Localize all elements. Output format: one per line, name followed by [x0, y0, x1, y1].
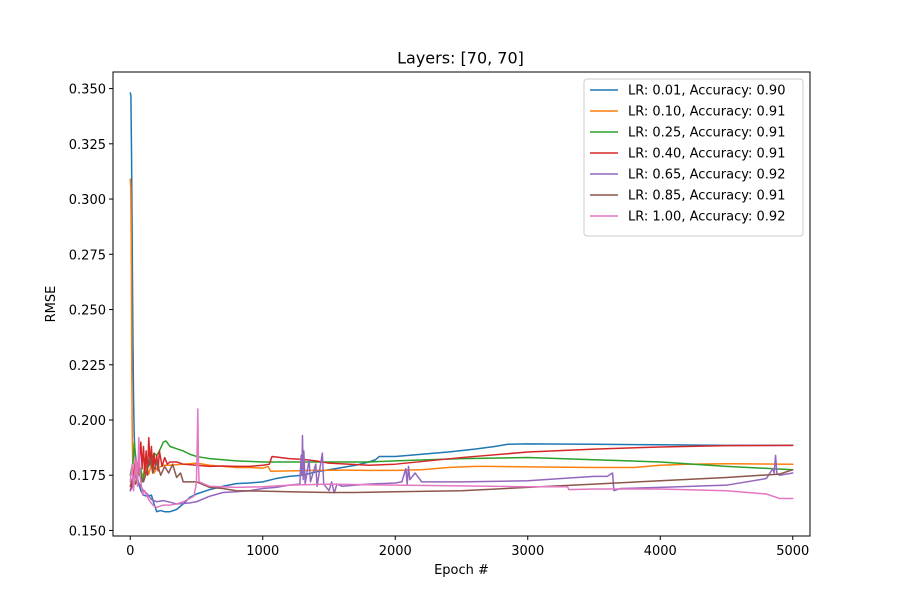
x-tick-label: 5000 — [776, 544, 809, 559]
y-tick-label: 0.325 — [69, 138, 106, 153]
legend: LR: 0.01, Accuracy: 0.90 LR: 0.10, Accura… — [583, 78, 804, 237]
x-tick-label: 1000 — [246, 544, 279, 559]
y-tick-label: 0.175 — [69, 469, 106, 484]
legend-label: LR: 0.65, Accuracy: 0.92 — [628, 168, 785, 183]
chart-title: Layers: [70, 70] — [397, 49, 524, 68]
legend-label: LR: 0.01, Accuracy: 0.90 — [628, 84, 785, 99]
legend-label: LR: 0.25, Accuracy: 0.91 — [628, 126, 785, 141]
legend-label: LR: 1.00, Accuracy: 0.92 — [628, 210, 785, 225]
y-tick-label: 0.200 — [69, 414, 106, 429]
y-tick-label: 0.300 — [69, 193, 106, 208]
plot-frame — [112, 71, 811, 537]
x-axis-label: Epoch # — [434, 563, 489, 578]
series-line-5 — [129, 456, 794, 494]
plot-area — [112, 71, 811, 537]
x-tick-label: 0 — [126, 544, 134, 559]
legend-label: LR: 0.85, Accuracy: 0.91 — [628, 189, 785, 204]
legend-box — [583, 78, 804, 237]
legend-label: LR: 0.40, Accuracy: 0.91 — [628, 147, 785, 162]
x-tick-label: 4000 — [644, 544, 677, 559]
series-line-6 — [129, 408, 794, 509]
series-line-3 — [129, 436, 794, 492]
y-tick-label: 0.350 — [69, 83, 106, 98]
x-axis: 0 1000 2000 3000 4000 5000 — [126, 536, 809, 559]
legend-label: LR: 0.10, Accuracy: 0.91 — [628, 105, 785, 120]
y-tick-label: 0.250 — [69, 304, 106, 319]
x-tick-label: 3000 — [511, 544, 544, 559]
y-tick-label: 0.275 — [69, 248, 106, 263]
y-axis: 0.150 0.175 0.200 0.225 0.250 0.275 0.300 0.325… — [69, 83, 113, 539]
y-tick-label: 0.150 — [69, 524, 106, 539]
y-tick-label: 0.225 — [69, 359, 106, 374]
y-axis-label: RMSE — [44, 286, 59, 323]
series-layer — [129, 92, 794, 513]
x-tick-label: 2000 — [379, 544, 412, 559]
